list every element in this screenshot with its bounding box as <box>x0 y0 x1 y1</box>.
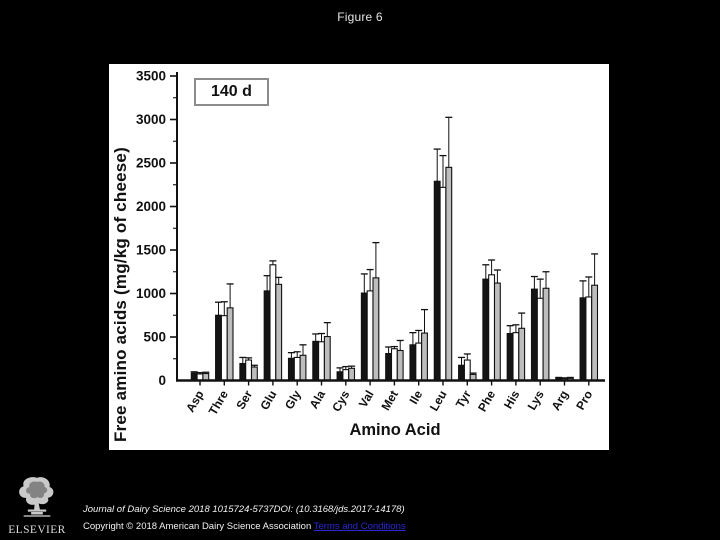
bar-black-bar-series <box>409 344 417 382</box>
bar-white-bar-series <box>245 359 253 382</box>
ripening-time-badge: 140 d <box>194 78 269 106</box>
bar-white-bar-series <box>463 359 471 382</box>
x-tick-label: Glu <box>257 388 279 412</box>
bar-white-bar-series <box>342 369 350 382</box>
bar-white-bar-series <box>415 342 423 382</box>
bar-white-bar-series <box>439 186 447 382</box>
bar-white-bar-series <box>220 315 228 382</box>
x-tick-label: Ile <box>407 388 426 407</box>
bar-black-bar-series <box>458 364 465 382</box>
bar-white-bar-series <box>293 356 301 382</box>
bar-black-bar-series <box>360 292 368 382</box>
x-tick-label: Met <box>379 388 401 413</box>
y-tick-label: 2500 <box>136 156 166 171</box>
bar-black-bar-series <box>239 362 247 382</box>
y-tick-label: 3500 <box>136 69 166 84</box>
bar-black-bar-series <box>579 297 587 382</box>
bar-gray-bar-series <box>323 336 331 382</box>
x-tick-label: Phe <box>475 388 498 414</box>
elsevier-logo: ELSEVIER <box>8 476 66 536</box>
chart-panel: 0 500 1000 1500 2000 2500 3000 3500 Asp Thre Ser Gl… <box>109 64 609 450</box>
x-tick-label: Val <box>356 388 377 410</box>
bar-black-bar-series <box>336 371 344 382</box>
bar-gray-bar-series <box>591 284 599 382</box>
bar-white-bar-series <box>488 274 496 382</box>
y-tick-label: 500 <box>143 330 166 345</box>
bar-black-bar-series <box>215 314 222 382</box>
bar-gray-bar-series <box>493 282 501 382</box>
y-tick-label: 3000 <box>136 112 166 127</box>
bar-black-bar-series <box>433 180 441 382</box>
x-tick-label: Tyr <box>453 388 474 411</box>
bar-white-bar-series <box>366 290 374 382</box>
bar-white-bar-series <box>390 348 398 382</box>
bar-gray-bar-series <box>299 354 307 382</box>
x-tick-label: Cys <box>329 388 352 414</box>
citation-block: Journal of Dairy Science 2018 1015724-57… <box>83 502 406 535</box>
bar-gray-bar-series <box>226 307 234 382</box>
x-axis-title: Amino Acid <box>349 421 441 439</box>
citation-journal-line: Journal of Dairy Science 2018 1015724-57… <box>83 504 405 515</box>
terms-and-conditions-link[interactable]: Terms and Conditions <box>313 520 406 532</box>
bar-gray-bar-series <box>542 287 550 382</box>
x-tick-label: Ser <box>233 388 255 412</box>
copyright-text: Copyright © 2018 American Dairy Science … <box>83 520 314 532</box>
bar-gray-bar-series <box>396 349 404 382</box>
x-tick-label: Arg <box>549 388 571 413</box>
elsevier-wordmark: ELSEVIER <box>8 524 66 536</box>
bar-white-bar-series <box>269 264 277 382</box>
bar-gray-bar-series <box>445 166 453 382</box>
x-tick-label: Gly <box>282 388 304 412</box>
x-tick-label: Asp <box>183 388 206 415</box>
bar-white-bar-series <box>318 341 325 382</box>
x-tick-label: Pro <box>573 388 595 412</box>
bar-gray-bar-series <box>348 367 356 382</box>
bar-gray-bar-series <box>372 277 380 382</box>
bar-black-bar-series <box>312 340 320 382</box>
bar-black-bar-series <box>482 278 490 382</box>
bar-black-bar-series <box>506 332 514 382</box>
y-axis-title: Free amino acids (mg/kg of cheese) <box>111 147 130 442</box>
bar-white-bar-series <box>536 297 544 382</box>
elsevier-tree-icon <box>19 477 54 517</box>
y-tick-label: 1000 <box>136 286 166 301</box>
bar-gray-bar-series <box>421 332 428 382</box>
x-tick-label: Lys <box>525 388 547 413</box>
bar-gray-bar-series <box>275 283 283 382</box>
bar-black-bar-series <box>385 352 393 382</box>
figure-title: Figure 6 <box>337 10 383 24</box>
bar-white-bar-series <box>585 296 593 382</box>
bar-black-bar-series <box>263 290 271 382</box>
x-tick-label: Leu <box>427 388 450 413</box>
y-tick-label: 0 <box>158 373 166 388</box>
citation-copyright-line: Copyright © 2018 American Dairy Science … <box>83 519 406 536</box>
x-tick-label: Ala <box>307 388 329 411</box>
x-tick-label: His <box>501 388 523 411</box>
bar-black-bar-series <box>287 357 295 382</box>
y-tick-label: 1500 <box>136 243 166 258</box>
bar-gray-bar-series <box>250 366 258 382</box>
y-tick-label: 2000 <box>136 199 166 214</box>
bar-black-bar-series <box>530 288 538 382</box>
bar-gray-bar-series <box>518 327 526 382</box>
bar-white-bar-series <box>512 332 520 382</box>
x-tick-label: Thre <box>206 388 231 418</box>
